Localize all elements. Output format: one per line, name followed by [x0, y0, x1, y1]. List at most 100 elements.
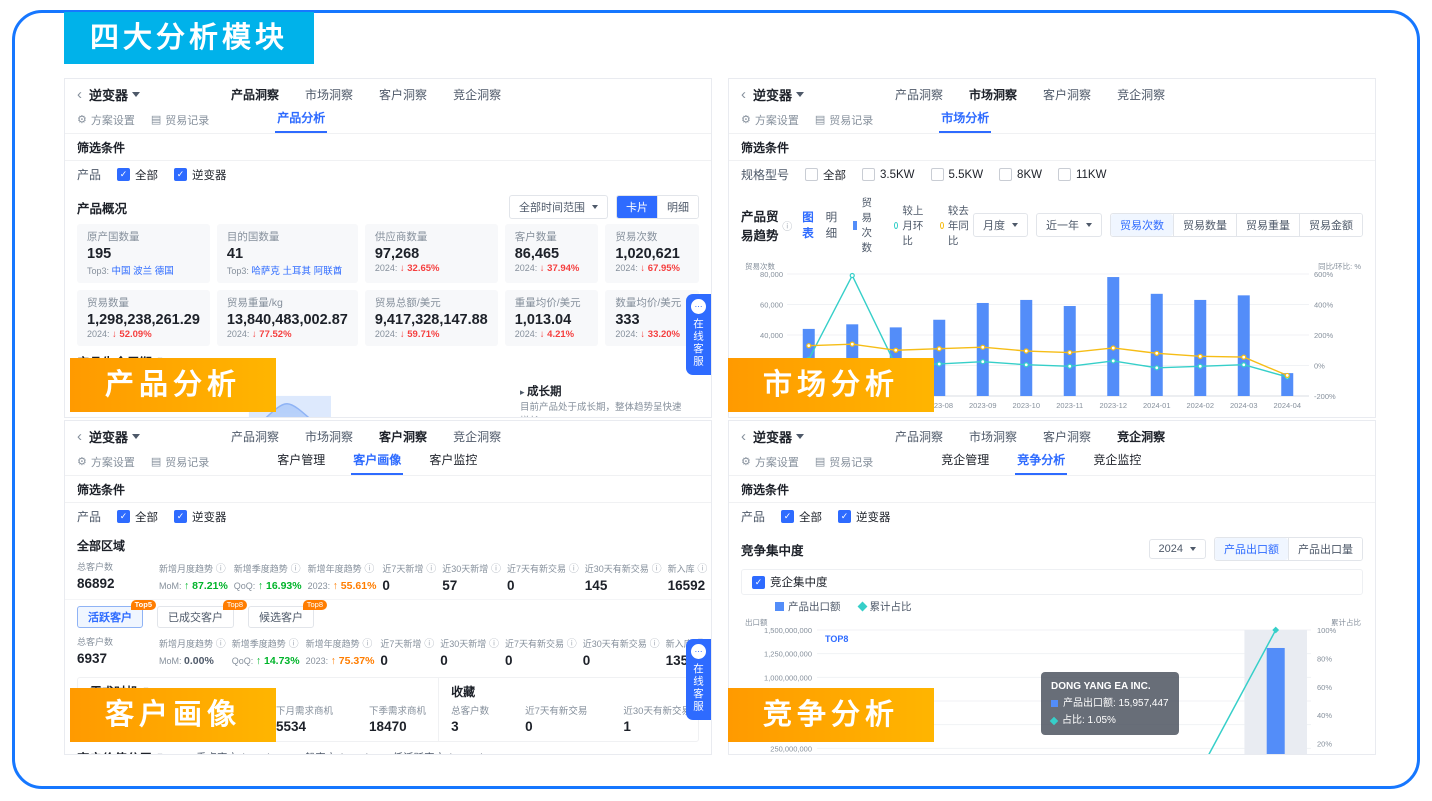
top-tab-1[interactable]: 市场洞察 — [969, 430, 1018, 444]
bar-11[interactable] — [1281, 373, 1294, 396]
chevron-down-icon — [796, 434, 805, 439]
legend-item-0[interactable]: 产品出口额 — [775, 599, 841, 614]
filter-checkbox-3[interactable]: 8KW — [999, 168, 1042, 181]
legend-item-0[interactable]: 贸易次数 — [853, 195, 882, 255]
legend-item-2[interactable]: 较去年同比 — [939, 203, 973, 248]
legend-item-2[interactable]: 低活跃客户 (48862) — [382, 750, 485, 754]
online-service-button[interactable]: ⋯ 在线客服 — [686, 639, 711, 720]
view-tab-0[interactable]: 图表 — [802, 212, 814, 240]
view-toggle-1[interactable]: 明细 — [657, 196, 698, 218]
yoy-line — [808, 343, 1288, 377]
view-tab-1[interactable]: 明细 — [825, 212, 838, 240]
top-tab-2[interactable]: 客户洞察 — [379, 430, 428, 444]
segment-tab-0[interactable]: 活跃客户 Top5 — [77, 600, 156, 628]
view-toggle-0[interactable]: 卡片 — [617, 196, 657, 218]
filter-checkbox-4[interactable]: 11KW — [1057, 168, 1106, 181]
top-tab-3[interactable]: 竞企洞察 — [1117, 430, 1166, 444]
trade-records-button[interactable]: ▤ 贸易记录 — [815, 112, 873, 133]
segment-tab-1[interactable]: 已成交客户 Top8 — [157, 600, 247, 628]
filter-checkbox-1[interactable]: ✓ 逆变器 — [174, 167, 227, 183]
back-icon[interactable]: ‹ — [77, 428, 82, 445]
legend-item-1[interactable]: 较上月环比 — [894, 203, 927, 248]
stat-value: 333 — [615, 312, 640, 328]
top-tab-0[interactable]: 产品洞察 — [231, 430, 280, 444]
sub-tab-0[interactable]: 竞企管理 — [941, 453, 990, 467]
back-icon[interactable]: ‹ — [741, 428, 746, 445]
entity-selector[interactable]: 逆变器 — [753, 85, 805, 104]
scheme-settings-button[interactable]: ⚙ 方案设置 — [741, 112, 799, 133]
top-tab-3[interactable]: 竞企洞察 — [1117, 88, 1166, 102]
scheme-settings-button[interactable]: ⚙ 方案设置 — [77, 454, 135, 475]
top-tab-0[interactable]: 产品洞察 — [895, 88, 944, 102]
legend-item-0[interactable]: 重点客户 (2625) — [185, 750, 271, 754]
trend-metric-1[interactable]: 贸易数量 — [1173, 214, 1236, 236]
entity-selector[interactable]: 逆变器 — [753, 427, 805, 446]
top-tab-1[interactable]: 市场洞察 — [969, 88, 1018, 102]
demand-section-cell-2: 下月需求商机 5534 — [276, 706, 334, 734]
top3-links[interactable]: 中国 波兰 德国 — [111, 266, 174, 277]
filter-row: 规格型号 全部 3.5KW 5.5KW 8KW 11KW — [729, 161, 1375, 189]
filter-checkbox-0[interactable]: 全部 — [805, 167, 846, 183]
legend-item-1[interactable]: 一般客户 (2625) — [283, 750, 369, 754]
top-tab-1[interactable]: 市场洞察 — [305, 430, 354, 444]
year-select[interactable]: 2024 — [1148, 539, 1206, 559]
filter-checkbox-0[interactable]: ✓ 全部 — [781, 509, 822, 525]
top-tab-3[interactable]: 竞企洞察 — [453, 88, 502, 102]
range-select[interactable]: 近一年 — [1036, 213, 1102, 237]
sub-tab-0[interactable]: 产品分析 — [275, 107, 328, 133]
time-range-select[interactable]: 全部时间范围 — [509, 195, 608, 219]
entity-selector[interactable]: 逆变器 — [89, 85, 141, 104]
bar-10[interactable] — [1237, 295, 1250, 396]
concentration-checkbox[interactable]: ✓ 竞企集中度 — [752, 574, 828, 590]
top-tab-2[interactable]: 客户洞察 — [1043, 430, 1092, 444]
export-metric-0[interactable]: 产品出口额 — [1215, 538, 1288, 560]
stat-cell-label: 近7天新增 ⓘ — [382, 564, 437, 575]
scheme-settings-button[interactable]: ⚙ 方案设置 — [77, 112, 135, 133]
trade-records-button[interactable]: ▤ 贸易记录 — [815, 454, 873, 475]
region-title: 全部区域 — [77, 539, 126, 553]
online-service-button[interactable]: ⋯ 在线客服 — [686, 294, 711, 375]
filter-title: 筛选条件 — [77, 141, 126, 155]
top-tab-2[interactable]: 客户洞察 — [1043, 88, 1092, 102]
entity-selector[interactable]: 逆变器 — [89, 427, 141, 446]
filter-checkbox-2[interactable]: 5.5KW — [930, 168, 983, 181]
top-tab-0[interactable]: 产品洞察 — [231, 88, 280, 102]
back-icon[interactable]: ‹ — [741, 86, 746, 103]
filter-checkbox-0[interactable]: ✓ 全部 — [117, 167, 158, 183]
sub-tab-1[interactable]: 客户画像 — [351, 449, 404, 475]
bar-3[interactable] — [933, 319, 946, 396]
sub-tab-1[interactable]: 竞争分析 — [1015, 449, 1068, 475]
sub-tab-2[interactable]: 竞企监控 — [1093, 453, 1142, 467]
legend-label: 较去年同比 — [947, 204, 969, 247]
bar-6[interactable] — [1266, 647, 1285, 755]
top-tab-1[interactable]: 市场洞察 — [305, 88, 354, 102]
bar-5[interactable] — [1020, 299, 1033, 396]
trend-metric-0[interactable]: 贸易次数 — [1111, 214, 1173, 236]
top-tab-3[interactable]: 竞企洞察 — [453, 430, 502, 444]
trade-records-button[interactable]: ▤ 贸易记录 — [151, 454, 209, 475]
bar-7[interactable] — [1107, 277, 1120, 396]
top3-links[interactable]: 哈萨克 土耳其 阿联酋 — [251, 266, 343, 277]
sub-tab-0[interactable]: 客户管理 — [277, 453, 326, 467]
segment-tab-2[interactable]: 候选客户 Top8 — [248, 600, 327, 628]
bar-8[interactable] — [1150, 293, 1163, 396]
scheme-settings-button[interactable]: ⚙ 方案设置 — [741, 454, 799, 475]
top-tab-2[interactable]: 客户洞察 — [379, 88, 428, 102]
trend-metric-3[interactable]: 贸易金额 — [1299, 214, 1362, 236]
period-select[interactable]: 月度 — [973, 213, 1028, 237]
filter-checkbox-1[interactable]: ✓ 逆变器 — [174, 509, 227, 525]
top-tab-0[interactable]: 产品洞察 — [895, 430, 944, 444]
back-icon[interactable]: ‹ — [77, 86, 82, 103]
bar-9[interactable] — [1194, 299, 1207, 396]
filter-checkbox-1[interactable]: ✓ 逆变器 — [838, 509, 891, 525]
trade-records-button[interactable]: ▤ 贸易记录 — [151, 112, 209, 133]
export-metric-1[interactable]: 产品出口量 — [1288, 538, 1362, 560]
sub-tab-0[interactable]: 市场分析 — [939, 107, 992, 133]
filter-checkbox-0[interactable]: ✓ 全部 — [117, 509, 158, 525]
legend-item-1[interactable]: 累计占比 — [857, 599, 912, 614]
trend-metric-2[interactable]: 贸易重量 — [1236, 214, 1299, 236]
sub-tab-2[interactable]: 客户监控 — [429, 453, 478, 467]
filter-checkbox-1[interactable]: 3.5KW — [862, 168, 915, 181]
